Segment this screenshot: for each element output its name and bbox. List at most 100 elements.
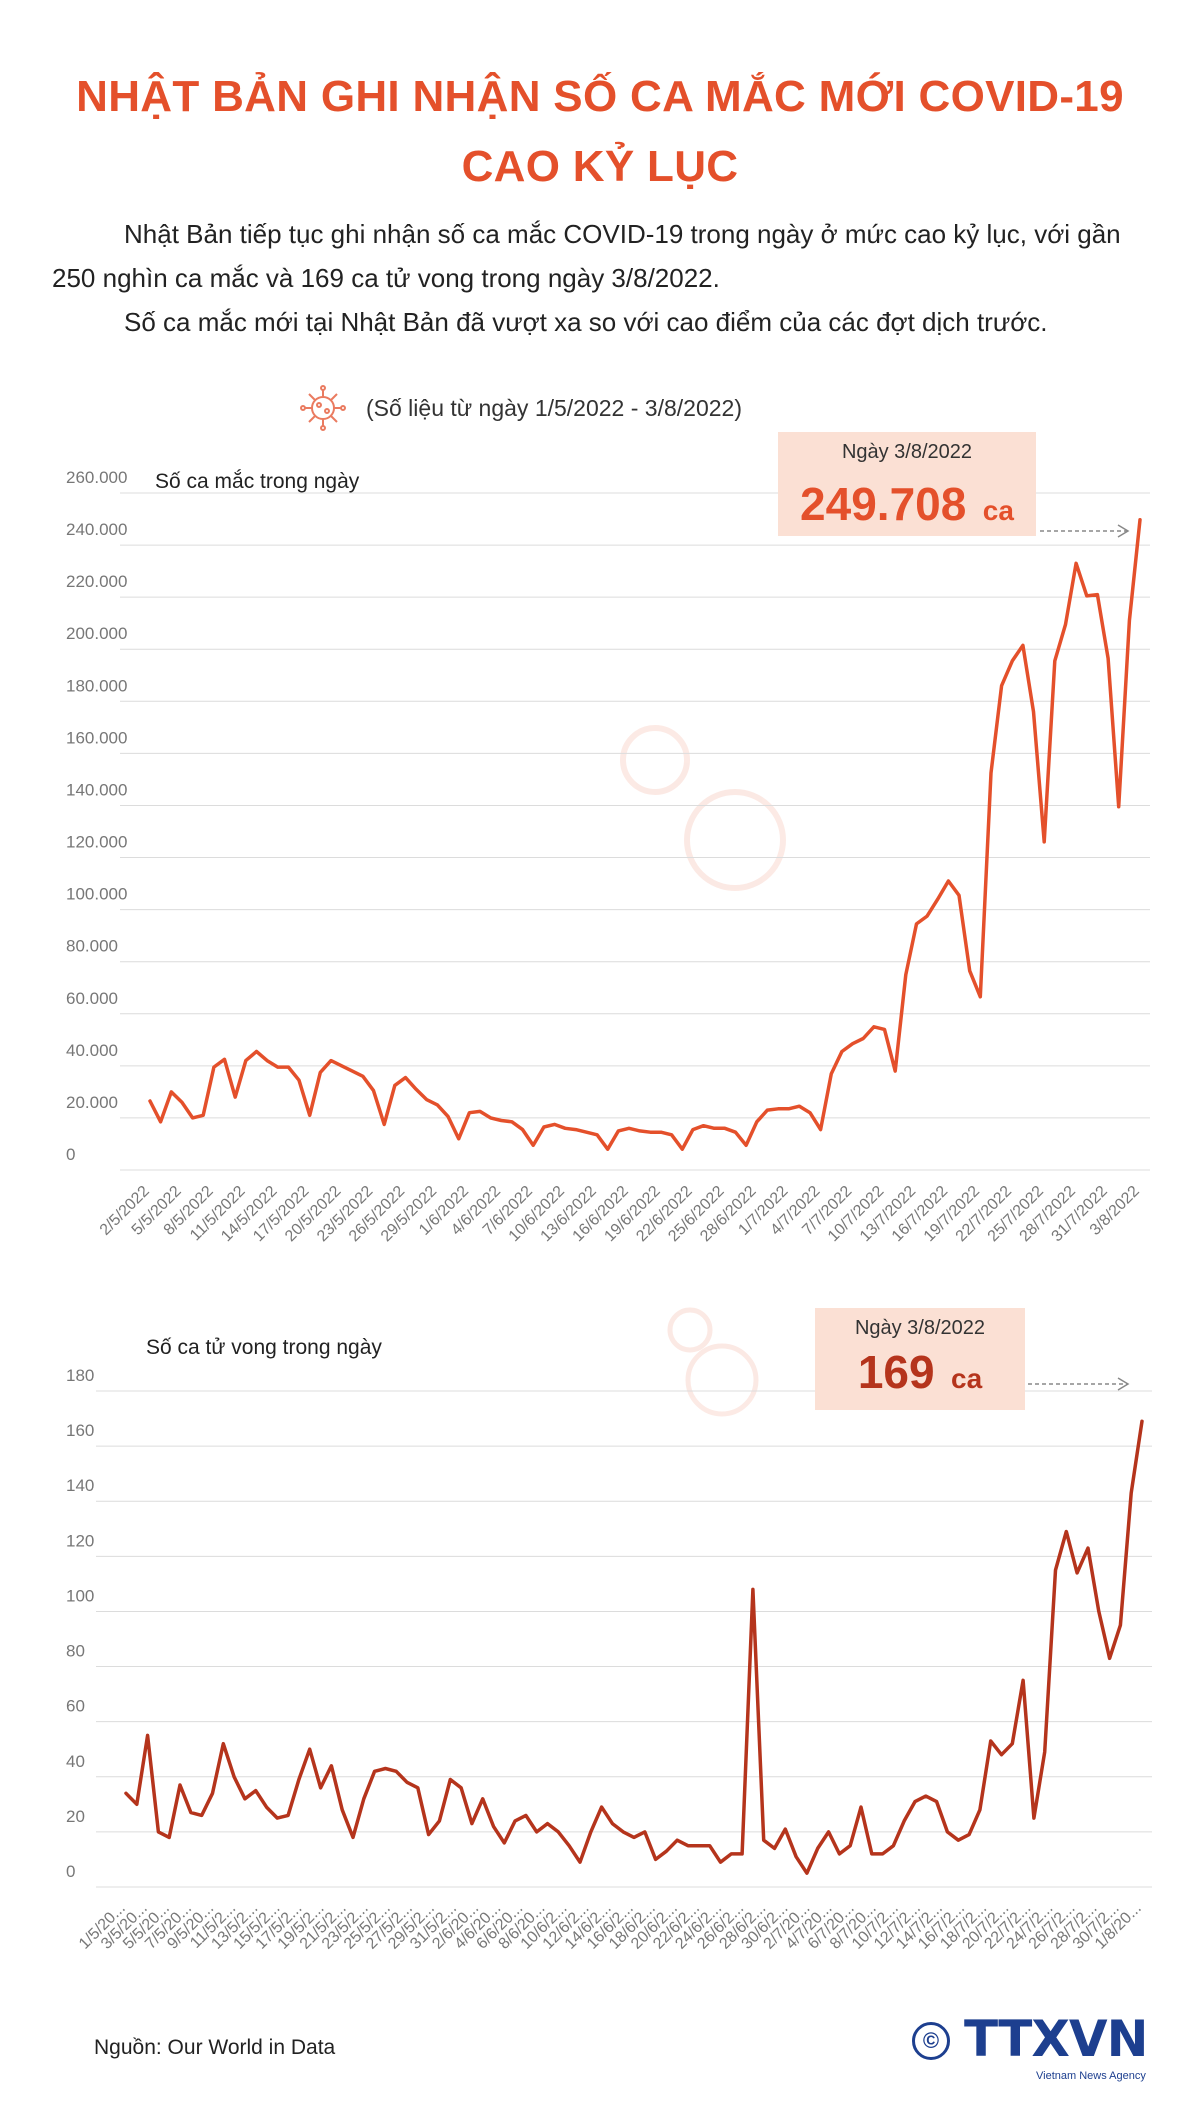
data-point [840, 1050, 843, 1053]
data-point [798, 1105, 801, 1108]
data-point [361, 1075, 364, 1078]
data-point [862, 1037, 865, 1040]
data-point [383, 1123, 386, 1126]
data-point [816, 1847, 819, 1850]
cases-callout-value-line: 249.708 ca [800, 478, 1014, 530]
y-tick-label: 180.000 [66, 676, 127, 695]
data-point [457, 1137, 460, 1140]
copyright-icon: © [912, 2022, 950, 2060]
data-point [223, 1058, 226, 1061]
data-point [308, 1114, 311, 1117]
data-point [362, 1797, 365, 1800]
cases-callout-unit: ca [983, 495, 1015, 526]
data-point [617, 1129, 620, 1132]
data-point [904, 973, 907, 976]
data-point [124, 1792, 127, 1795]
data-point [135, 1803, 138, 1806]
data-point [766, 1109, 769, 1112]
data-point [405, 1781, 408, 1784]
data-point [276, 1066, 279, 1069]
cases-chart: 0 20.000 40.000 60.000 80.000 100.000 120.000 1… [66, 432, 1150, 1245]
data-point [622, 1830, 625, 1833]
data-point [319, 1786, 322, 1789]
data-point [212, 1066, 215, 1069]
data-point [255, 1050, 258, 1053]
data-point [734, 1131, 737, 1134]
data-point [872, 1025, 875, 1028]
y-tick-label: 0 [66, 1145, 75, 1164]
data-point [553, 1123, 556, 1126]
data-point [713, 1127, 716, 1130]
deaths-callout-box [815, 1308, 1025, 1410]
data-point [384, 1767, 387, 1770]
data-point [492, 1825, 495, 1828]
data-point [755, 1120, 758, 1123]
data-point [372, 1089, 375, 1092]
deaths-x-axis: 1/5/20...3/5/20...5/5/20...7/5/20...9/5/… [76, 1900, 1145, 1953]
y-tick-label: 160 [66, 1421, 94, 1440]
data-point [1085, 594, 1088, 597]
cases-y-label: Số ca mắc trong ngày [155, 470, 360, 493]
data-point [1096, 593, 1099, 596]
title-line-2: CAO KỶ LỤC [461, 142, 739, 191]
data-point [751, 1588, 754, 1591]
logo-brand: TTXVN [964, 2010, 1148, 2068]
data-point [1128, 619, 1131, 622]
data-point [740, 1852, 743, 1855]
data-point [643, 1830, 646, 1833]
data-point [532, 1144, 535, 1147]
data-point [330, 1764, 333, 1767]
data-point [503, 1841, 506, 1844]
data-point [148, 1099, 151, 1102]
deaths-callout: Ngày 3/8/2022 169 ca [815, 1308, 1130, 1410]
data-point [773, 1847, 776, 1850]
data-point [178, 1783, 181, 1786]
data-point [654, 1858, 657, 1861]
data-point [915, 922, 918, 925]
data-point [340, 1064, 343, 1067]
data-point [542, 1125, 545, 1128]
data-point [903, 1819, 906, 1822]
y-tick-label: 160.000 [66, 728, 127, 747]
data-point [883, 1028, 886, 1031]
data-point [470, 1822, 473, 1825]
data-point [830, 1072, 833, 1075]
data-point [243, 1797, 246, 1800]
data-point [935, 1800, 938, 1803]
data-point [329, 1059, 332, 1062]
data-point [319, 1071, 322, 1074]
data-point [762, 1839, 765, 1842]
y-tick-label: 100.000 [66, 885, 127, 904]
data-point [200, 1814, 203, 1817]
data-point [870, 1852, 873, 1855]
data-point [968, 969, 971, 972]
data-point [468, 1111, 471, 1114]
data-point [157, 1830, 160, 1833]
data-point [500, 1119, 503, 1122]
y-tick-label: 20 [66, 1807, 85, 1826]
data-point [947, 879, 950, 882]
y-tick-label: 140 [66, 1476, 94, 1495]
data-point [234, 1095, 237, 1098]
data-point [719, 1861, 722, 1864]
deaths-chart: 0 20 40 60 80 100 120 140 160 180 1/5/20...3/5/20… [66, 1307, 1152, 1953]
deaths-callout-date: Ngày 3/8/2022 [855, 1317, 985, 1339]
cases-y-axis: 0 20.000 40.000 60.000 80.000 100.000 120.000 1… [66, 468, 127, 1164]
data-point [1043, 840, 1046, 843]
page-title: NHẬT BẢN GHI NHẬN SỐ CA MẮC MỚI COVID-19… [0, 62, 1200, 202]
deaths-watermark [667, 1307, 759, 1417]
data-point [1076, 1571, 1079, 1574]
data-point [159, 1120, 162, 1123]
data-point [723, 1127, 726, 1130]
cases-x-axis: 2/5/20225/5/20228/5/202211/5/202214/5/20… [97, 1183, 1143, 1245]
data-point [446, 1115, 449, 1118]
data-point [1032, 710, 1035, 713]
y-tick-label: 120.000 [66, 833, 127, 852]
data-point [627, 1127, 630, 1130]
data-point [222, 1742, 225, 1745]
data-point [1130, 1491, 1133, 1494]
y-tick-label: 180 [66, 1366, 94, 1385]
y-tick-label: 80 [66, 1642, 85, 1661]
deaths-callout-value-line: 169 ca [858, 1346, 983, 1398]
data-point [524, 1814, 527, 1817]
